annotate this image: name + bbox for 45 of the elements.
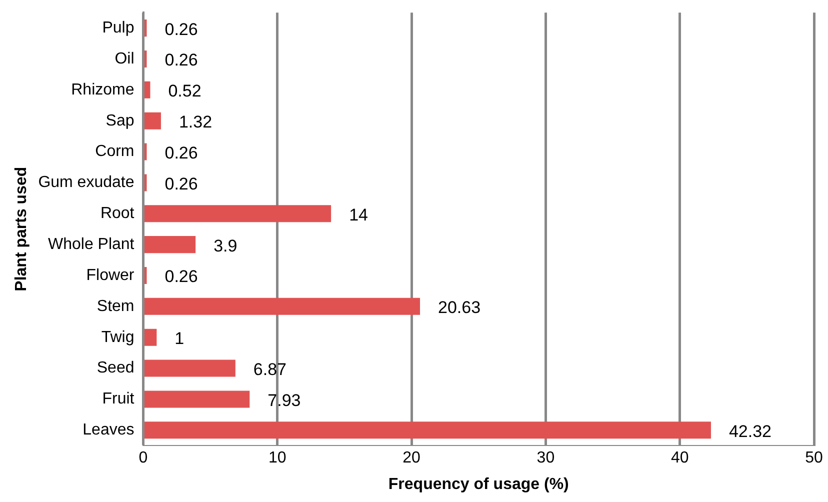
x-tick-label: 10 bbox=[268, 450, 286, 467]
data-label: 0.26 bbox=[164, 143, 198, 162]
y-tick-label: Fruit bbox=[102, 390, 135, 408]
bar bbox=[144, 360, 236, 377]
bar bbox=[144, 205, 332, 222]
data-label: 0.26 bbox=[164, 20, 198, 39]
y-tick-label: Corm bbox=[95, 143, 134, 160]
data-label: 0.26 bbox=[164, 174, 198, 194]
bar bbox=[144, 422, 711, 439]
bar bbox=[144, 298, 420, 315]
y-tick-label: Stem bbox=[96, 298, 134, 315]
bar bbox=[144, 328, 157, 346]
x-tick-label: 20 bbox=[402, 450, 421, 467]
data-label: 6.87 bbox=[253, 360, 287, 379]
data-label: 0.26 bbox=[164, 50, 198, 70]
y-tick-label: Seed bbox=[96, 360, 134, 377]
y-axis-title: Plant parts used bbox=[13, 166, 30, 292]
y-tick-label: Flower bbox=[86, 266, 135, 284]
bar bbox=[144, 390, 250, 408]
data-label: 0.26 bbox=[164, 267, 198, 286]
y-tick-label: Leaves bbox=[82, 422, 134, 439]
x-tick-label: 40 bbox=[670, 450, 689, 467]
y-tick-label: Oil bbox=[114, 50, 134, 68]
y-tick-label: Twig bbox=[101, 328, 134, 346]
bar bbox=[144, 112, 161, 130]
y-tick-label: Pulp bbox=[102, 19, 134, 36]
data-label: 3.9 bbox=[214, 236, 238, 256]
y-tick-label: Gum exudate bbox=[38, 174, 134, 192]
x-tick-label: 50 bbox=[805, 450, 823, 467]
data-label: 20.63 bbox=[438, 298, 481, 318]
data-label: 42.32 bbox=[728, 422, 772, 441]
y-tick-label: Sap bbox=[106, 112, 134, 130]
y-tick-label: Whole Plant bbox=[48, 236, 135, 253]
y-tick-label: Root bbox=[100, 205, 135, 222]
bar bbox=[144, 236, 196, 254]
data-label: 7.93 bbox=[268, 390, 301, 410]
x-axis-title: Frequency of usage (%) bbox=[388, 476, 569, 493]
data-label: 14 bbox=[349, 205, 368, 224]
data-label: 1.32 bbox=[178, 112, 212, 132]
data-label: 1 bbox=[174, 329, 184, 348]
bar bbox=[144, 81, 150, 98]
x-tick-label: 30 bbox=[536, 450, 555, 467]
data-label: 0.52 bbox=[168, 82, 202, 101]
x-tick-label: 0 bbox=[138, 450, 148, 467]
y-tick-label: Rhizome bbox=[71, 81, 134, 98]
